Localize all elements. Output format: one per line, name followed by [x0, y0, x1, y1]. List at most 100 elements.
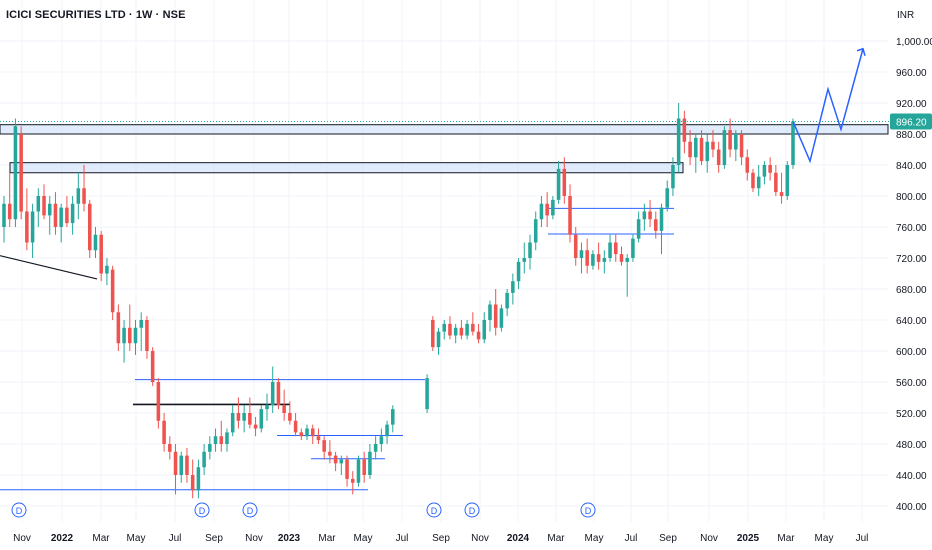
- candle-down: [248, 413, 252, 425]
- y-tick-label: 840.00: [896, 161, 927, 172]
- candle-down: [145, 320, 149, 351]
- candle-down: [116, 312, 121, 344]
- projection-path: [792, 48, 864, 164]
- candle-down: [173, 451, 178, 475]
- candle-up: [791, 121, 795, 165]
- candle-down: [190, 475, 195, 491]
- candle-up: [76, 188, 81, 204]
- candle-down: [7, 203, 12, 220]
- x-tick-label: Sep: [659, 533, 677, 544]
- candle-up: [591, 254, 595, 266]
- candle-up: [608, 242, 612, 258]
- candle-up: [556, 168, 561, 200]
- candle-up: [762, 165, 767, 177]
- candle-down: [699, 137, 704, 162]
- zone-rect: [9, 162, 684, 174]
- zone-rect: [0, 124, 889, 135]
- symbol-title[interactable]: ICICI SECURITIES LTD · 1W · NSE: [6, 9, 186, 21]
- candle-down: [471, 323, 475, 332]
- time-axis[interactable]: Nov 2022 Mar May Jul Sep Nov 2023 Mar May Jul Sep No…: [13, 533, 868, 544]
- candle-up: [70, 203, 75, 224]
- candle-up: [305, 428, 309, 437]
- y-tick-label: 400.00: [896, 502, 927, 513]
- y-tick-label: 720.00: [896, 254, 927, 265]
- candle-down: [87, 203, 92, 251]
- y-tick-label: 800.00: [896, 192, 927, 203]
- candle-down: [293, 420, 298, 433]
- candle-down: [236, 413, 241, 421]
- candle-up: [551, 199, 555, 216]
- candle-down: [768, 165, 772, 173]
- candle-up: [242, 413, 246, 421]
- candle-up: [659, 207, 664, 231]
- dividend-marker: [194, 502, 210, 518]
- y-tick-label: 760.00: [896, 223, 927, 234]
- candle-up: [676, 118, 681, 165]
- candle-up: [213, 436, 218, 444]
- candle-down: [739, 134, 744, 158]
- dividend-marker: [464, 502, 480, 518]
- dividend-label: D: [247, 506, 254, 516]
- candle-down: [476, 331, 481, 340]
- candle-up: [442, 323, 447, 332]
- candle-up: [373, 444, 378, 452]
- candle-up: [265, 405, 269, 410]
- candle-up: [722, 130, 727, 165]
- candle-up: [196, 467, 201, 491]
- candle-down: [596, 254, 601, 262]
- candle-down: [82, 188, 86, 204]
- candle-down: [562, 168, 567, 196]
- price-axis[interactable]: 400.00 440.00 480.00 520.00 560.00 600.00 640.…: [896, 37, 932, 513]
- candle-up: [391, 409, 395, 425]
- candle-down: [493, 304, 498, 328]
- candle-down: [431, 320, 435, 348]
- candle-up: [505, 292, 509, 309]
- candle-up: [602, 258, 607, 262]
- candle-up: [139, 320, 143, 328]
- candle-up: [208, 444, 212, 452]
- x-tick-label: Jul: [169, 533, 182, 544]
- candle-up: [230, 413, 235, 433]
- candle-up: [259, 409, 264, 429]
- level-lines: [0, 207, 674, 491]
- candle-up: [671, 165, 675, 189]
- candle-down: [156, 382, 161, 421]
- last-price-badge-bg: [890, 113, 932, 130]
- candle-up: [499, 308, 504, 328]
- candle-up: [539, 203, 544, 220]
- projection-arrow: [792, 47, 866, 164]
- candle-down: [779, 192, 784, 196]
- candle-down: [185, 455, 189, 475]
- candle-down: [654, 219, 658, 231]
- y-tick-label: 880.00: [896, 130, 927, 141]
- candle-up: [356, 459, 361, 483]
- last-price-badge: 896.20: [0, 113, 932, 130]
- dividend-marker: [426, 502, 442, 518]
- candle-down: [150, 351, 155, 382]
- trend-line: [0, 255, 98, 280]
- dividend-label: D: [585, 506, 592, 516]
- candle-up: [579, 250, 584, 258]
- arrow-head-icon: [856, 47, 866, 56]
- candle-down: [219, 436, 224, 444]
- candle-up: [270, 382, 275, 406]
- candle-down: [774, 172, 778, 193]
- candle-down: [728, 130, 732, 150]
- y-tick-label: 440.00: [896, 471, 927, 482]
- candle-up: [734, 134, 738, 150]
- candle-down: [276, 382, 281, 406]
- x-tick-label: Sep: [205, 533, 223, 544]
- y-tick-label: 640.00: [896, 316, 927, 327]
- x-tick-label: Sep: [432, 533, 450, 544]
- dividend-label: D: [469, 506, 476, 516]
- candle-down: [42, 196, 46, 216]
- y-tick-label: 600.00: [896, 347, 927, 358]
- candle-up: [30, 211, 35, 243]
- candle-up: [453, 327, 458, 336]
- candle-up: [339, 459, 344, 464]
- candle-up: [665, 188, 669, 208]
- currency-label[interactable]: INR: [897, 10, 915, 21]
- x-tick-label: Mar: [318, 533, 336, 544]
- x-tick-label: Jul: [856, 533, 869, 544]
